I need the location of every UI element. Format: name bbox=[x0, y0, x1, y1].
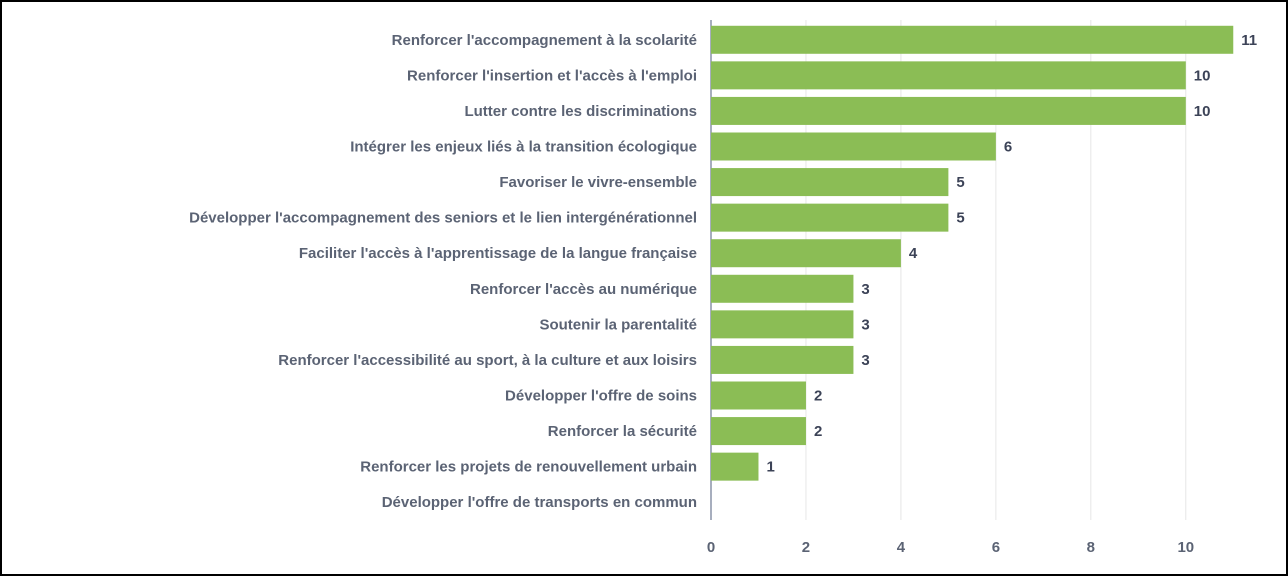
value-label: 5 bbox=[956, 210, 964, 227]
value-label: 6 bbox=[1004, 138, 1012, 155]
y-tick-label: Faciliter l'accès à l'apprentissage de l… bbox=[299, 245, 697, 262]
value-label: 5 bbox=[956, 174, 964, 191]
y-tick-label: Intégrer les enjeux liés à la transition… bbox=[350, 138, 697, 155]
value-label: 10 bbox=[1194, 103, 1211, 120]
bar bbox=[711, 274, 854, 303]
value-label: 3 bbox=[861, 316, 869, 333]
value-label: 4 bbox=[909, 245, 918, 262]
y-tick-label: Renforcer les projets de renouvellement … bbox=[360, 459, 697, 476]
bar bbox=[711, 168, 949, 197]
y-tick-label: Renforcer l'accompagnement à la scolarit… bbox=[392, 32, 697, 49]
x-tick-label: 4 bbox=[897, 539, 906, 556]
y-tick-label: Développer l'accompagnement des seniors … bbox=[189, 210, 697, 227]
bar bbox=[711, 96, 1186, 125]
bar bbox=[711, 381, 806, 410]
bar bbox=[711, 203, 949, 232]
y-tick-label: Renforcer l'insertion et l'accès à l'emp… bbox=[407, 67, 697, 84]
x-tick-label: 10 bbox=[1177, 539, 1194, 556]
value-label: 3 bbox=[861, 281, 869, 298]
value-label: 1 bbox=[766, 459, 774, 476]
bar bbox=[711, 417, 806, 446]
value-label: 11 bbox=[1241, 32, 1257, 49]
y-tick-label: Développer l'offre de transports en comm… bbox=[382, 494, 697, 511]
y-tick-label: Renforcer l'accessibilité au sport, à la… bbox=[278, 352, 697, 369]
y-tick-label: Renforcer la sécurité bbox=[548, 423, 697, 440]
x-tick-label: 2 bbox=[802, 539, 810, 556]
value-label: 2 bbox=[814, 387, 822, 404]
bar bbox=[711, 452, 759, 481]
value-label: 10 bbox=[1194, 67, 1211, 84]
y-tick-label: Renforcer l'accès au numérique bbox=[470, 281, 697, 298]
x-tick-label: 8 bbox=[1087, 539, 1095, 556]
bar bbox=[711, 310, 854, 339]
bar bbox=[711, 239, 901, 268]
bar bbox=[711, 345, 854, 374]
y-tick-label: Lutter contre les discriminations bbox=[464, 103, 697, 120]
bar bbox=[711, 61, 1186, 90]
x-tick-label: 0 bbox=[707, 539, 715, 556]
bar bbox=[711, 132, 996, 161]
value-label: 2 bbox=[814, 423, 822, 440]
bar bbox=[711, 25, 1234, 54]
y-tick-label: Soutenir la parentalité bbox=[539, 316, 697, 333]
y-tick-label: Favoriser le vivre-ensemble bbox=[499, 174, 697, 191]
value-label: 3 bbox=[861, 352, 869, 369]
y-tick-label: Développer l'offre de soins bbox=[505, 387, 697, 404]
x-tick-label: 6 bbox=[992, 539, 1000, 556]
